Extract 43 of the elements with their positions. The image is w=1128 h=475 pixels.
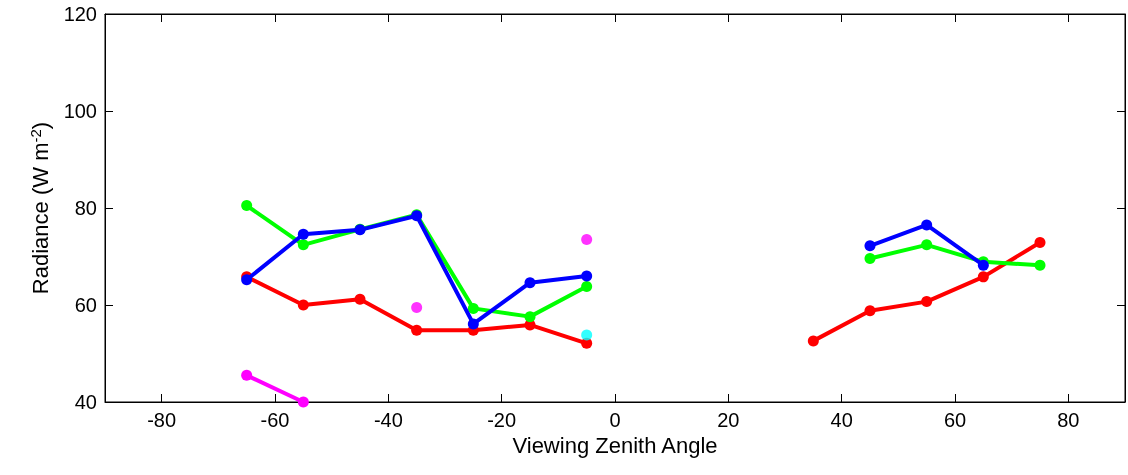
point xyxy=(864,252,876,264)
y-tick-label: 40 xyxy=(74,391,97,413)
point xyxy=(354,293,366,305)
point xyxy=(411,301,423,313)
point xyxy=(807,335,819,347)
x-axis-title: Viewing Zenith Angle xyxy=(512,433,718,459)
y-axis-title: Radiance (W m-2) xyxy=(27,121,53,295)
point xyxy=(581,329,593,341)
point xyxy=(297,299,309,311)
point xyxy=(297,228,309,240)
y-tick-label: 60 xyxy=(74,294,97,316)
x-tick-label: -80 xyxy=(147,409,177,431)
x-tick-label: -20 xyxy=(487,409,517,431)
x-tick-label: 60 xyxy=(943,409,967,431)
y-tick-label: 120 xyxy=(63,3,97,25)
x-tick-label: -60 xyxy=(260,409,290,431)
point xyxy=(581,234,593,246)
point xyxy=(864,305,876,317)
x-tick-label: -40 xyxy=(373,409,403,431)
point xyxy=(297,239,309,251)
point xyxy=(977,271,989,283)
point xyxy=(241,369,253,381)
point xyxy=(1034,259,1046,271)
point xyxy=(241,200,253,212)
point xyxy=(467,318,479,330)
point xyxy=(581,270,593,282)
point xyxy=(524,311,536,323)
y-tick-label: 80 xyxy=(74,197,97,219)
x-tick-label: 20 xyxy=(717,409,740,431)
point xyxy=(467,302,479,314)
point xyxy=(581,281,593,293)
point xyxy=(524,277,536,289)
point xyxy=(921,296,933,308)
y-tick-label: 100 xyxy=(63,100,97,122)
point xyxy=(921,239,933,251)
x-tick-label: 0 xyxy=(609,409,621,431)
point xyxy=(297,396,309,408)
x-tick-label: 40 xyxy=(830,409,853,431)
point xyxy=(1034,236,1046,248)
x-tick-label: 80 xyxy=(1057,409,1080,431)
point xyxy=(921,219,933,231)
point xyxy=(864,240,876,252)
point xyxy=(411,324,423,336)
